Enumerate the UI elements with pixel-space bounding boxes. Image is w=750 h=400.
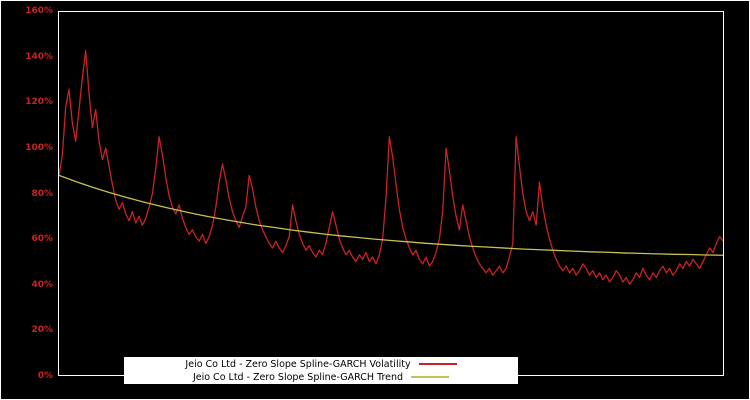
y-axis-tick-label: 80% <box>31 189 53 199</box>
trend-line-sample <box>411 376 450 378</box>
legend: Jeio Co Ltd - Zero Slope Spline-GARCH Vo… <box>124 357 518 384</box>
y-axis-tick-label: 160% <box>25 6 53 16</box>
chart-canvas <box>59 49 723 285</box>
legend-label-trend: Jeio Co Ltd - Zero Slope Spline-GARCH Tr… <box>192 371 404 383</box>
volatility-line-sample <box>418 363 457 365</box>
trend-series-line <box>59 174 723 256</box>
plot-area: Jeio Co Ltd - Zero Slope Spline-GARCH Vo… <box>58 11 724 384</box>
y-axis-tick-label: 60% <box>31 234 53 244</box>
y-axis-tick-label: 20% <box>31 325 53 335</box>
y-axis-tick-label: 40% <box>31 280 53 290</box>
volatility-series-line <box>59 49 723 285</box>
legend-item-trend: Jeio Co Ltd - Zero Slope Spline-GARCH Tr… <box>192 371 450 384</box>
legend-label-volatility: Jeio Co Ltd - Zero Slope Spline-GARCH Vo… <box>185 358 411 370</box>
y-axis-tick-label: 140% <box>25 52 53 62</box>
y-axis-tick-label: 0% <box>37 371 53 381</box>
legend-item-volatility: Jeio Co Ltd - Zero Slope Spline-GARCH Vo… <box>185 358 457 371</box>
y-axis-tick-label: 120% <box>25 97 53 107</box>
y-axis-tick-label: 100% <box>25 143 53 153</box>
